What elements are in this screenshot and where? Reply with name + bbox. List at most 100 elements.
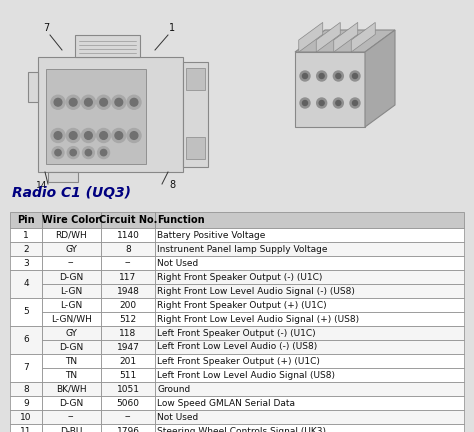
Circle shape: [55, 149, 61, 156]
Text: Steering Wheel Controls Signal (UK3): Steering Wheel Controls Signal (UK3): [157, 426, 326, 432]
Polygon shape: [365, 30, 395, 127]
Text: Left Front Speaker Output (+) (U1C): Left Front Speaker Output (+) (U1C): [157, 356, 320, 365]
Bar: [42, 256, 101, 270]
Circle shape: [82, 95, 95, 109]
Text: Left Front Low Level Audio Signal (US8): Left Front Low Level Audio Signal (US8): [157, 371, 335, 379]
Text: Function: Function: [157, 215, 205, 225]
Bar: [10, 228, 42, 242]
Bar: [155, 368, 464, 382]
Bar: [101, 256, 155, 270]
Text: 1947: 1947: [117, 343, 139, 352]
Text: Right Front Low Level Audio Signal (+) (US8): Right Front Low Level Audio Signal (+) (…: [157, 314, 359, 324]
Circle shape: [302, 101, 308, 105]
Bar: [155, 256, 464, 270]
Circle shape: [319, 101, 324, 105]
Text: D-BU: D-BU: [60, 426, 82, 432]
Bar: [155, 326, 464, 340]
Text: 118: 118: [119, 328, 137, 337]
Text: 10: 10: [20, 413, 32, 422]
Text: Ground: Ground: [157, 384, 191, 394]
Bar: [101, 212, 155, 228]
Circle shape: [69, 132, 77, 140]
Text: 14: 14: [36, 181, 48, 190]
Bar: [10, 298, 42, 326]
Polygon shape: [334, 22, 358, 52]
Bar: [28, 72, 38, 102]
Text: Battery Positive Voltage: Battery Positive Voltage: [157, 231, 265, 239]
Bar: [186, 137, 205, 159]
Bar: [101, 382, 155, 396]
Text: 5: 5: [23, 308, 29, 317]
Bar: [10, 270, 42, 298]
Bar: [42, 396, 101, 410]
Circle shape: [85, 149, 91, 156]
Bar: [10, 424, 42, 432]
Bar: [42, 354, 101, 368]
Circle shape: [70, 149, 76, 156]
Circle shape: [66, 95, 80, 109]
Text: 512: 512: [119, 314, 137, 324]
Bar: [155, 410, 464, 424]
Text: GY: GY: [65, 328, 77, 337]
Text: 11: 11: [20, 426, 32, 432]
Bar: [155, 354, 464, 368]
Text: 8: 8: [125, 245, 131, 254]
Circle shape: [51, 95, 65, 109]
Text: 5060: 5060: [117, 398, 139, 407]
Circle shape: [127, 95, 141, 109]
Text: 1: 1: [23, 231, 29, 239]
Bar: [101, 312, 155, 326]
Text: --: --: [125, 258, 131, 267]
Text: D-GN: D-GN: [59, 343, 83, 352]
Circle shape: [353, 73, 357, 79]
Bar: [186, 68, 205, 90]
Text: 7: 7: [43, 23, 49, 33]
Text: 200: 200: [119, 301, 137, 309]
Text: 511: 511: [119, 371, 137, 379]
Bar: [183, 62, 208, 167]
Text: TN: TN: [65, 356, 77, 365]
Text: --: --: [68, 413, 74, 422]
Text: Right Front Low Level Audio Signal (-) (US8): Right Front Low Level Audio Signal (-) (…: [157, 286, 355, 295]
Bar: [101, 410, 155, 424]
Text: Right Front Speaker Output (-) (U1C): Right Front Speaker Output (-) (U1C): [157, 273, 323, 282]
Bar: [10, 396, 42, 410]
Text: D-GN: D-GN: [59, 398, 83, 407]
Text: --: --: [125, 413, 131, 422]
Circle shape: [82, 128, 95, 143]
Text: 117: 117: [119, 273, 137, 282]
Circle shape: [98, 146, 109, 159]
Bar: [10, 242, 42, 256]
Bar: [42, 270, 101, 284]
Bar: [42, 326, 101, 340]
Bar: [42, 284, 101, 298]
Circle shape: [97, 95, 110, 109]
Circle shape: [97, 128, 110, 143]
Circle shape: [317, 71, 327, 81]
Bar: [101, 354, 155, 368]
Text: Not Used: Not Used: [157, 413, 199, 422]
Bar: [42, 228, 101, 242]
Bar: [42, 212, 101, 228]
Circle shape: [112, 128, 126, 143]
Circle shape: [300, 71, 310, 81]
Circle shape: [350, 71, 360, 81]
Bar: [42, 410, 101, 424]
Circle shape: [100, 149, 107, 156]
Text: 8: 8: [23, 384, 29, 394]
Bar: [10, 326, 42, 354]
Circle shape: [302, 73, 308, 79]
Text: 1948: 1948: [117, 286, 139, 295]
Bar: [155, 270, 464, 284]
Bar: [10, 256, 42, 270]
Polygon shape: [316, 22, 340, 52]
Bar: [46, 69, 146, 164]
Text: Pin: Pin: [17, 215, 35, 225]
Text: TN: TN: [65, 371, 77, 379]
Polygon shape: [351, 22, 375, 52]
Text: --: --: [68, 258, 74, 267]
Text: L-GN: L-GN: [60, 301, 82, 309]
Text: Instrunent Panel lamp Supply Voltage: Instrunent Panel lamp Supply Voltage: [157, 245, 328, 254]
Circle shape: [336, 101, 341, 105]
Circle shape: [333, 98, 343, 108]
